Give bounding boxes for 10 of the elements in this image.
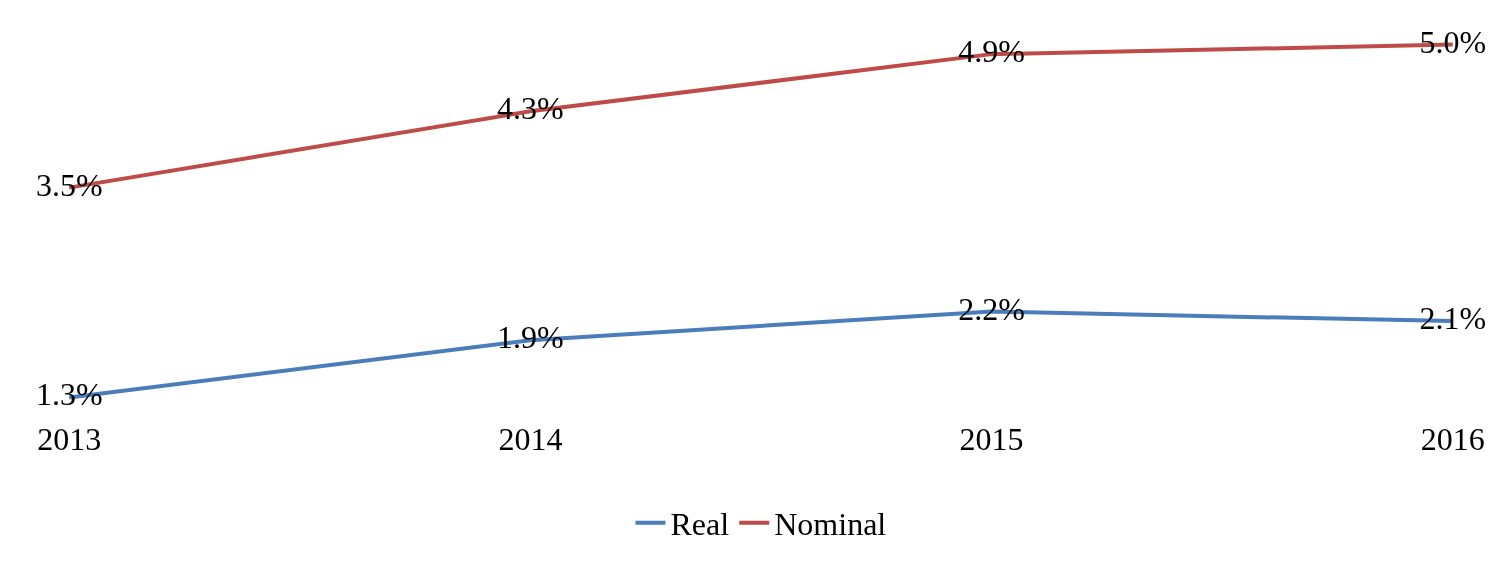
x-tick-label: 2014 (498, 421, 563, 457)
data-label: 1.3% (35, 376, 103, 413)
data-label: 5.0% (1419, 23, 1487, 60)
x-tick-label: 2015 (959, 421, 1024, 457)
legend-label: Real (670, 506, 730, 543)
data-label: 2.1% (1419, 300, 1487, 337)
legend-label: Nominal (774, 506, 887, 543)
x-tick-label: 2013 (37, 421, 102, 457)
x-tick-label: 2016 (1420, 421, 1485, 457)
data-label: 3.5% (35, 166, 103, 203)
